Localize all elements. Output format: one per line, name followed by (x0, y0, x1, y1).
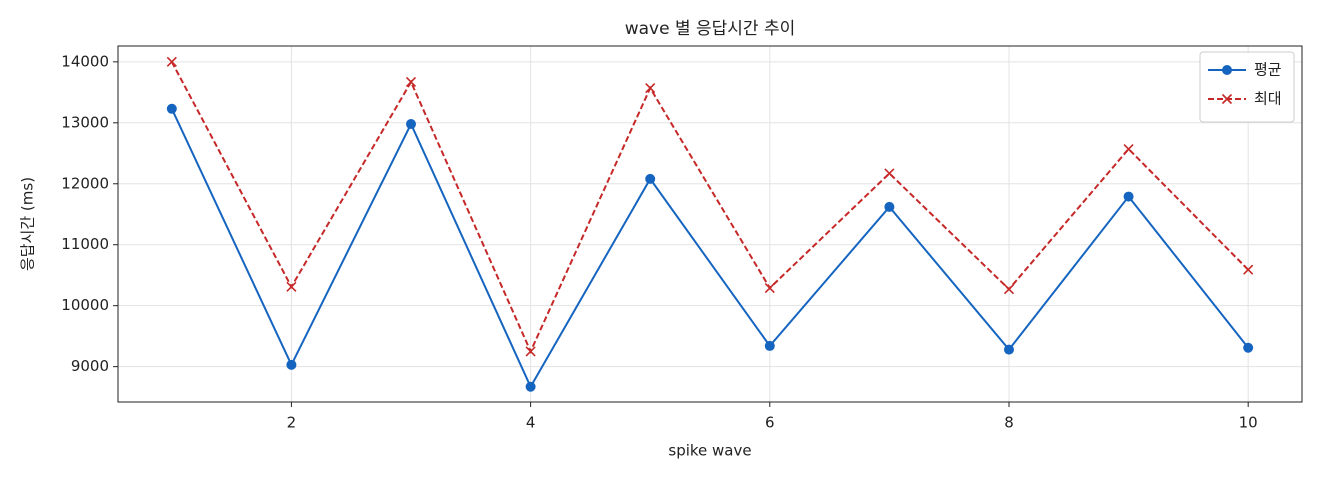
chart-title: wave 별 응답시간 추이 (625, 19, 796, 39)
x-tick-label: 10 (1239, 414, 1258, 432)
x-tick-label: 2 (287, 414, 297, 432)
plot-frame (117, 45, 1303, 403)
point (166, 103, 177, 114)
x-tick-label: 6 (765, 414, 775, 432)
x-axis-label: spike wave (668, 442, 751, 460)
point (764, 282, 775, 294)
point (286, 281, 297, 292)
point (406, 119, 417, 130)
point (884, 201, 895, 212)
legend-marker (1222, 65, 1232, 75)
y-tick-label: 11000 (61, 235, 109, 253)
point (884, 168, 895, 179)
series-line (170, 61, 1249, 354)
x-tick-label: 8 (1004, 414, 1014, 432)
point (1003, 344, 1014, 355)
point (286, 359, 297, 370)
legend-marker (1221, 93, 1233, 105)
y-tick-label: 12000 (61, 174, 109, 192)
point (166, 56, 177, 67)
y-axis-label: 응답시간 (ms) (19, 177, 37, 271)
point (405, 76, 417, 88)
series-line (170, 108, 1249, 389)
point (1123, 143, 1134, 155)
point (1243, 342, 1254, 353)
point (525, 346, 536, 357)
legend-label: 평균 (1254, 61, 1282, 79)
point (645, 82, 656, 94)
point (1123, 191, 1134, 202)
y-tick-label: 10000 (61, 296, 109, 314)
point (1243, 264, 1254, 275)
y-tick-label: 9000 (71, 357, 109, 375)
point (525, 381, 536, 392)
y-tick-label: 14000 (61, 52, 109, 70)
point (1003, 284, 1015, 295)
legend-label: 최대 (1254, 90, 1282, 108)
y-tick-label: 13000 (61, 113, 109, 131)
point (764, 340, 775, 351)
x-tick-label: 4 (526, 414, 536, 432)
point (645, 173, 656, 184)
